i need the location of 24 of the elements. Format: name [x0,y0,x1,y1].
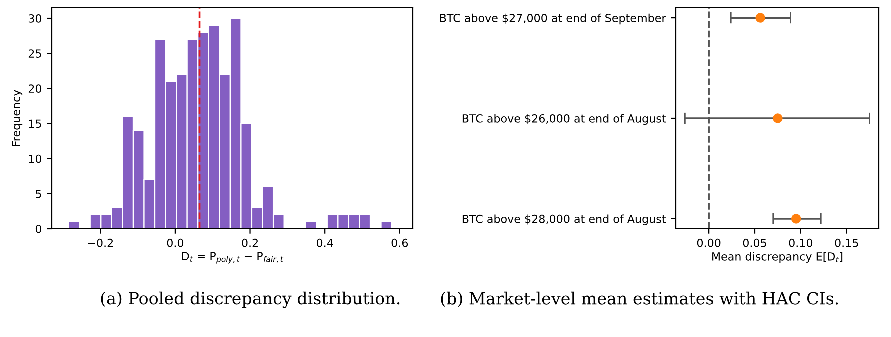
x-tick-label: 0.15 [835,238,858,248]
x-tick-label: 0.2 [242,238,258,248]
x-tick-label: −0.2 [88,238,114,248]
y-tick-label: 10 [29,154,42,164]
y-tick-label: 30 [28,14,42,23]
x-tick-label: 0.10 [789,238,813,248]
x-axis-title: D$_{t}$ = P$_{poly,t}$ − P$_{fair,t}$ [182,252,284,264]
text: (a) Pooled discrepancy distribution. [101,292,400,308]
x-axis-title: Mean discrepancy E[D$_{t}$] [712,252,843,264]
x-tick-label: 0.00 [697,238,721,248]
y-tick-label: 0 [36,224,42,234]
text: (b) Market-level mean estimates with HAC CIs. [441,292,838,308]
y-tick-label: 25 [28,50,42,58]
y-tick-label: BTC above $26,000 at end of August [462,114,666,126]
y-tick-label: BTC above $27,000 at end of September [440,14,666,25]
y-tick-label: 15 [29,120,42,128]
x-tick-label: 0.05 [743,238,766,248]
x-tick-label: 0.0 [167,238,184,248]
x-tick-label: 0.4 [316,238,334,248]
y-tick-label: BTC above $28,000 at end of August [462,214,666,226]
y-tick-label: 20 [28,84,42,94]
y-axis-title: Frequency [12,90,23,146]
x-tick-label: 0.6 [392,238,408,248]
y-tick-label: 5 [36,190,42,198]
